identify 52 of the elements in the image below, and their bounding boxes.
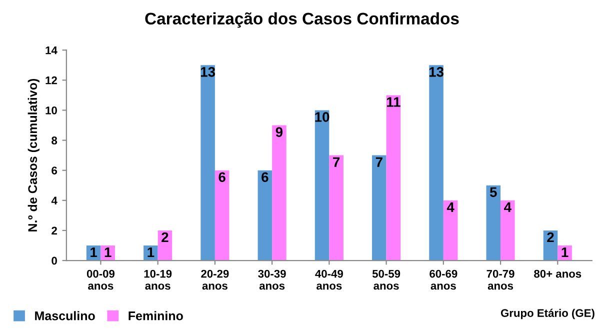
chart-title: Caracterização dos Casos Confirmados [145, 12, 459, 28]
y-tick-label: 4 [51, 196, 58, 204]
bar [214, 170, 230, 261]
y-tick-label: 2 [52, 226, 57, 234]
data-label: 1 [104, 248, 112, 258]
y-tick-label: 0 [52, 256, 57, 265]
data-label: 4 [504, 202, 512, 212]
x-tick-label: 20-29 anos [201, 270, 229, 290]
bar [500, 200, 515, 261]
bar [429, 65, 444, 261]
data-label: 5 [490, 187, 497, 198]
y-tick-label: 10 [46, 106, 57, 114]
data-label: 4 [446, 202, 454, 212]
x-axis-title: Grupo Etário (GE) [500, 308, 594, 320]
x-tick-label: 40-49 anos [315, 270, 343, 290]
data-label: 1 [562, 248, 568, 258]
y-tick-label: 12 [46, 76, 57, 84]
y-axis-title: N.º de Casos (cumulativo) [28, 78, 40, 232]
data-label: 7 [376, 157, 382, 167]
data-label: 13 [429, 67, 444, 77]
x-tick-label: 70-79 anos [486, 270, 514, 290]
bar [386, 95, 401, 261]
data-label: 7 [333, 157, 340, 167]
data-label: 1 [148, 248, 154, 258]
x-tick-label: 30-39 anos [258, 270, 286, 290]
bar [314, 110, 330, 261]
bar [258, 170, 272, 261]
bar [329, 155, 344, 261]
bar [443, 200, 458, 261]
x-tick-label: 80+ anos [534, 270, 582, 278]
y-tick-label: 8 [52, 136, 58, 144]
legend-label: Masculino [35, 311, 95, 320]
data-label: 11 [386, 97, 400, 107]
y-tick-label: 14 [46, 46, 58, 54]
x-tick-label: 60-69 anos [430, 270, 458, 290]
x-tick-label: 50-59 anos [372, 270, 400, 290]
data-label: 1 [90, 248, 98, 258]
data-label: 2 [162, 232, 168, 242]
legend-label: Feminino [128, 311, 183, 320]
data-label: 2 [547, 232, 554, 242]
bar [486, 185, 501, 261]
data-label: 6 [218, 172, 226, 182]
bar [272, 125, 286, 261]
y-tick-label: 6 [52, 166, 58, 174]
data-label: 10 [315, 112, 330, 122]
bar [200, 65, 215, 261]
x-tick-label: 10-19 anos [144, 270, 172, 290]
data-label: 6 [262, 172, 268, 182]
bar [372, 155, 386, 261]
data-label: 13 [200, 67, 216, 77]
x-tick-label: 00-09 anos [86, 270, 115, 290]
data-label: 9 [276, 127, 283, 137]
